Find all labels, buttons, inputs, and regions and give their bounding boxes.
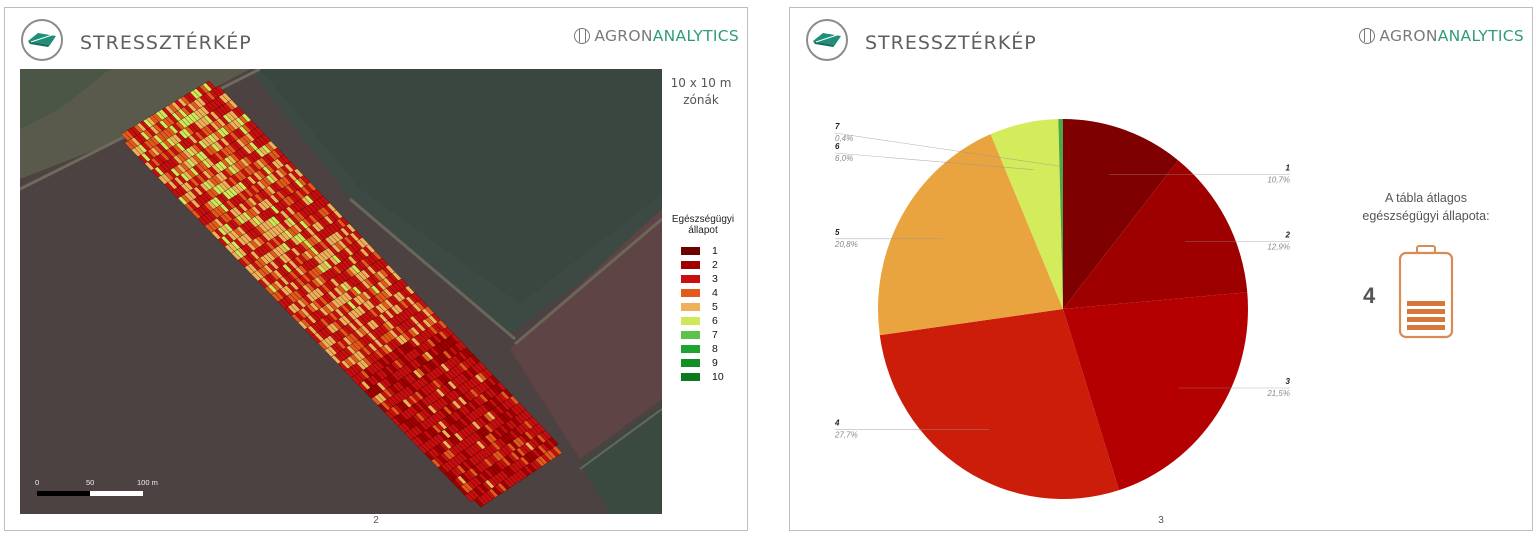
pie-category-label: 4 [834,419,840,428]
pie-value-label: 27,7% [834,431,858,440]
average-health-value: 4 [1363,283,1376,308]
legend-label: 8 [712,343,718,355]
legend-item: 6 [681,314,724,328]
legend-label: 3 [712,273,718,285]
legend-item: 5 [681,300,724,314]
pie-category-label: 6 [835,142,840,151]
legend-label: 9 [712,357,718,369]
pie-value-label: 0,4% [835,134,853,143]
page-title: STRESSZTÉRKÉP [80,32,252,54]
legend-swatch [681,373,700,381]
pie-category-label: 5 [835,228,840,237]
legend-swatch [681,247,700,255]
brand-logo: AGRONANALYTICS [574,27,739,45]
pie-slice [990,119,1063,309]
scale-label-100: 100 m [137,478,158,487]
pie-value-label: 12,9% [1267,243,1290,252]
zone-cell [548,436,559,447]
pie-category-label: 2 [1285,231,1291,240]
legend-item: 7 [681,328,724,342]
pie-value-label: 6,0% [835,154,853,163]
pie-value-label: 20,8% [834,240,858,249]
legend-swatch [681,317,700,325]
legend-item: 10 [681,370,724,384]
average-health-label: A tábla átlagos egészségügyi állapota: [1362,191,1490,223]
pie-category-label: 3 [1286,377,1291,386]
legend-swatch [681,303,700,311]
legend-swatch [681,345,700,353]
map-page: STRESSZTÉRKÉP AGRONANALYTICS 0 50 [4,7,748,531]
legend-item: 1 [681,244,724,258]
zone-grid [120,80,563,508]
legend-label: 2 [712,259,718,271]
scale-bar: 0 50 100 m [35,478,158,496]
globe-icon [1359,28,1376,44]
legend-label: 5 [712,301,718,313]
stress-map: 0 50 100 m [20,69,662,514]
pie-slice [877,134,1063,336]
pie-value-label: 21,5% [1266,389,1290,398]
legend-label: 4 [712,287,718,299]
pie-chart: 1 10,7% 2 12,9% 3 21,5% 4 27,7% 5 20,8% 6 6,0% 7 0,4% [834,119,1291,500]
page-number: 2 [373,515,379,526]
legend-item: 8 [681,342,724,356]
legend-swatch [681,331,700,339]
legend-item: 4 [681,286,724,300]
pie-category-label: 7 [835,122,840,131]
globe-icon [574,28,591,44]
pie-category-label: 1 [1286,164,1291,173]
legend-swatch [681,289,700,297]
pie-slice [1063,119,1179,309]
pie-leader-line [834,152,1034,170]
pie-slice [879,309,1120,500]
scale-label-0: 0 [35,478,39,487]
legend-label: 10 [712,371,724,383]
zone-cell [552,445,563,456]
brand-logo: AGRONANALYTICS [1359,27,1524,45]
legend-swatch [681,261,700,269]
page-title: STRESSZTÉRKÉP [865,32,1037,54]
legend-item: 2 [681,258,724,272]
legend-label: 6 [712,315,718,327]
pie-slice [1063,160,1248,309]
logo-icon [21,19,63,61]
pie-leader-line [834,132,1062,167]
pie-value-label: 10,7% [1267,176,1290,185]
legend-label: 1 [712,245,718,257]
pie-slice [1063,292,1248,491]
pie-page: STRESSZTÉRKÉP AGRONANALYTICS 1 10,7% 2 12,9… [789,7,1533,531]
battery-icon [1398,245,1454,339]
page-number: 3 [1158,515,1164,526]
legend-swatch [681,275,700,283]
scale-label-50: 50 [86,478,94,487]
legend-swatch [681,359,700,367]
legend-label: 7 [712,329,718,341]
legend-title: Egészségügyi állapot [671,214,735,236]
legend-item: 9 [681,356,724,370]
legend: 1 2 3 4 5 6 7 8 9 10 [681,244,724,384]
logo-icon [806,19,848,61]
zones-label: 10 x 10 m zónák [670,76,732,107]
legend-item: 3 [681,272,724,286]
